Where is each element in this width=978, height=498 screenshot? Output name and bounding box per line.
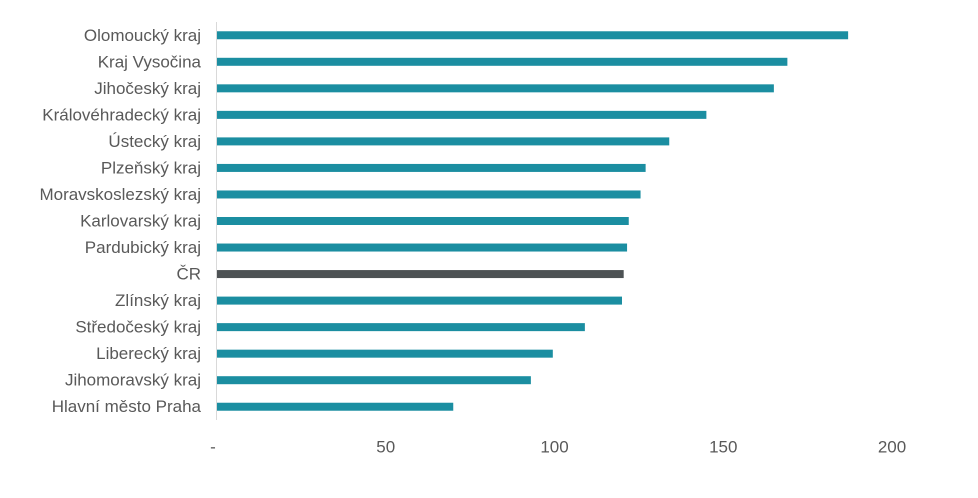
bar-karlovarsky-kraj: [217, 217, 629, 225]
bars-group: [217, 31, 849, 411]
x-tick-label-3: 150: [709, 438, 737, 457]
x-tick-label-4: 200: [878, 438, 906, 457]
category-label-jihocesky-kraj: Jihočeský kraj: [94, 79, 201, 98]
x-tick-label-2: 100: [540, 438, 568, 457]
bar-kralovehradecky-kraj: [217, 110, 707, 119]
category-label-kraj-vysocina: Kraj Vysočina: [98, 52, 202, 71]
category-label-hlavni-mesto-praha: Hlavní město Praha: [52, 397, 202, 416]
category-label-kralovehradecky-kraj: Královéhradecký kraj: [42, 105, 201, 124]
category-label-pardubicky-kraj: Pardubický kraj: [85, 238, 201, 257]
bar-jihomoravsky-kraj: [217, 376, 531, 385]
bar-zlinsky-kraj: [217, 296, 622, 305]
category-labels: Olomoucký kraj Kraj Vysočina Jihočeský kra…: [39, 26, 201, 416]
bar-stredocesky-kraj: [217, 323, 585, 332]
x-axis-tick-labels: - 50 100 150 200: [210, 438, 906, 457]
bar-liberecky-kraj: [217, 349, 553, 358]
bar-ustecky-kraj: [217, 137, 670, 146]
x-tick-label-1: 50: [376, 438, 395, 457]
category-label-zlinsky-kraj: Zlínský kraj: [115, 291, 201, 310]
category-label-karlovarsky-kraj: Karlovarský kraj: [80, 212, 201, 231]
category-label-liberecky-kraj: Liberecký kraj: [96, 344, 201, 363]
bar-plzensky-kraj: [217, 163, 646, 172]
category-label-ustecky-kraj: Ústecký kraj: [108, 132, 201, 151]
category-label-jihomoravsky-kraj: Jihomoravský kraj: [65, 371, 201, 390]
bar-kraj-vysocina: [217, 57, 788, 66]
category-label-plzensky-kraj: Plzeňský kraj: [101, 158, 201, 177]
bar-jihocesky-kraj: [217, 84, 774, 93]
bar-moravskoslezsky-kraj: [217, 190, 641, 199]
x-tick-label-0: -: [210, 438, 216, 457]
bar-pardubicky-kraj: [217, 243, 628, 252]
bar-olomoucky-kraj: [217, 31, 849, 40]
bar-cr: [217, 270, 624, 279]
category-label-stredocesky-kraj: Středočeský kraj: [75, 318, 201, 337]
category-label-cr: ČR: [176, 265, 201, 284]
category-label-moravskoslezsky-kraj: Moravskoslezský kraj: [39, 185, 201, 204]
category-label-olomoucky-kraj: Olomoucký kraj: [84, 26, 201, 45]
bar-hlavni-mesto-praha: [217, 402, 454, 411]
